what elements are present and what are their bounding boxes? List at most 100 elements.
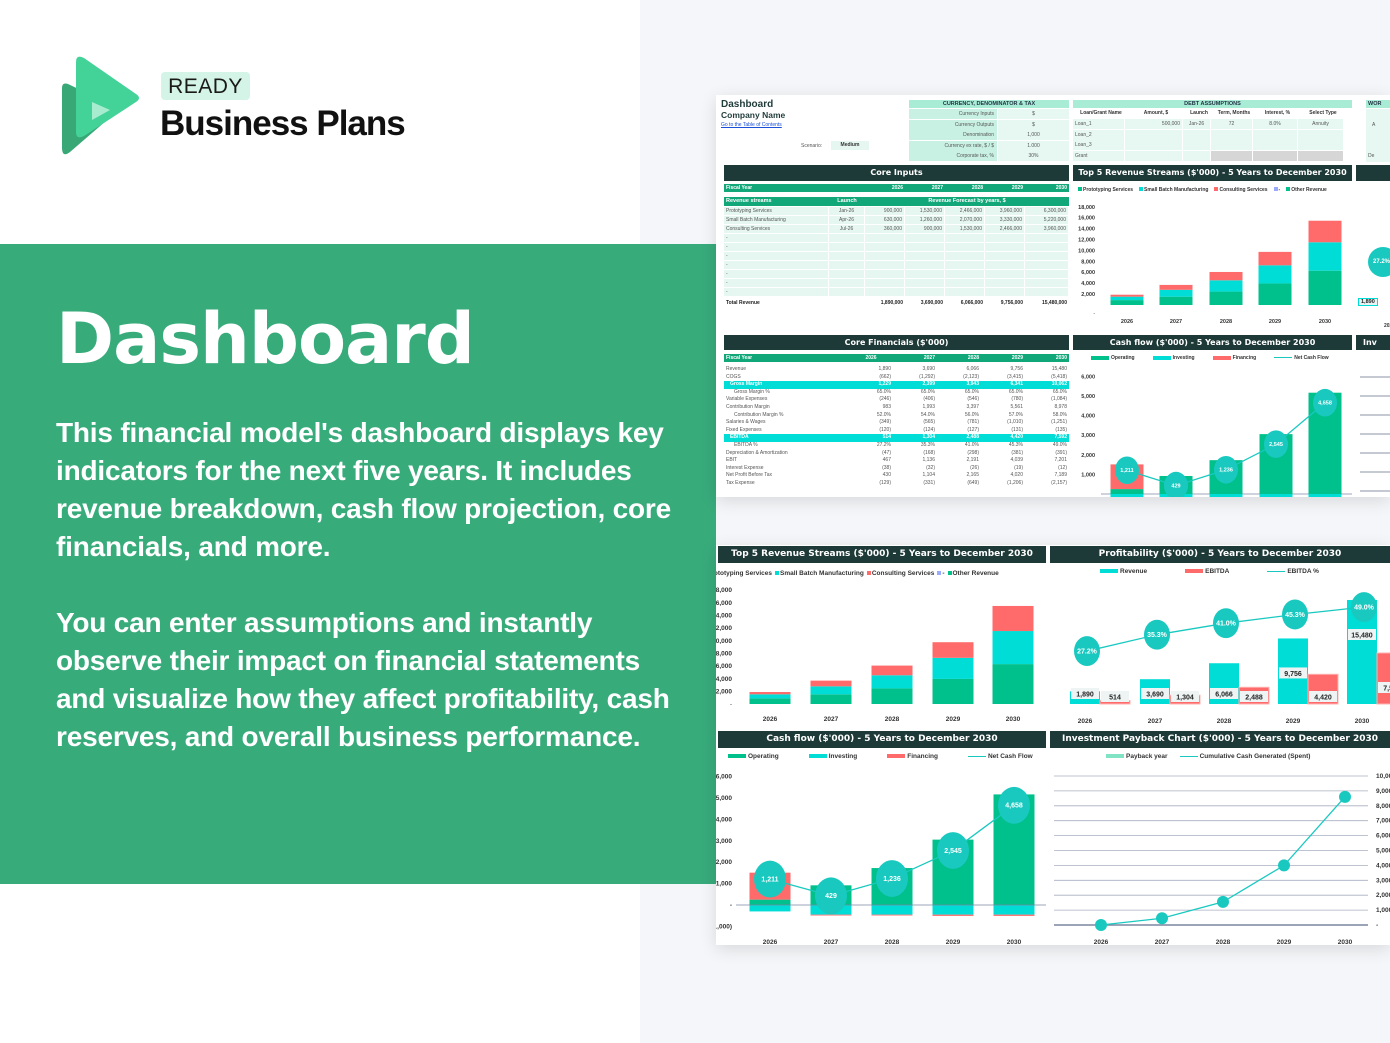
core-inputs-table: Fiscal Year 2026 2027 2028 2029 2030 Revenue s… (724, 184, 1069, 310)
revenue-stream-cell: 2,070,000 (945, 216, 985, 225)
data-point (876, 860, 908, 897)
financials-cell: (2,123) (963, 373, 979, 380)
financials-cell: 9,756 (1010, 366, 1023, 372)
working-capital-header-fragment: WOR (1366, 100, 1390, 108)
legend-label: Financing (1232, 355, 1257, 361)
revenue-stream-cell (1025, 243, 1069, 252)
financials-cell: (1,251) (1051, 419, 1067, 426)
x-tick-label: 2030 (1355, 718, 1370, 725)
data-label: 429 (1171, 483, 1180, 489)
total-revenue-cell: 6,066,000 (960, 300, 983, 306)
data-label: 1,211 (761, 876, 778, 883)
bar-small-batch-manufacturing (992, 631, 1034, 665)
legend-swatch-icon (1185, 569, 1204, 574)
data-point (1156, 912, 1168, 925)
revenue-stream-cell: 2,466,000 (945, 207, 985, 216)
data-label: 1,211 (1120, 468, 1133, 474)
y-tick-label: 16,000 (1078, 216, 1095, 222)
financials-cell: 10,062 (1051, 381, 1067, 388)
bar-consulting-services (1110, 294, 1144, 297)
financials-cell: EBIT (726, 457, 738, 464)
data-label: 1,236 (1219, 468, 1233, 474)
fiscal-year-cell: 2027 (893, 354, 937, 362)
hero-band (0, 244, 716, 884)
financials-cell: 65.0% (1052, 388, 1067, 395)
data-point (1217, 895, 1229, 908)
financials-cell: 467 (882, 457, 891, 464)
legend-item: Operating (728, 753, 779, 760)
y-tick-label: 6,000 (1376, 833, 1390, 840)
payback-gridlines (1360, 376, 1390, 492)
financials-cell: 2,165 (966, 472, 979, 479)
revenue-stream-cell (945, 252, 985, 261)
profitability-chart: 1,890 3,690 6,066 9,756 15,480 514 1,304 2,488 4… (1070, 592, 1390, 725)
bar-prototyping-services (871, 688, 913, 704)
bar-operating (749, 899, 791, 905)
data-point (1095, 919, 1107, 931)
fiscal-year-cell: 2029 (985, 184, 1025, 192)
financials-cell: 983 (882, 404, 891, 410)
currency-table: CURRENCY, DENOMINATOR & TAX Currency Inp… (909, 100, 1069, 162)
data-point (1313, 388, 1337, 417)
scenario-select[interactable]: Medium (831, 141, 869, 150)
bar-consulting-services (871, 665, 913, 676)
data-label-box (1348, 629, 1376, 640)
financials-cell: 1,890 (878, 366, 891, 372)
financials-cell: 3,690 (922, 366, 935, 372)
total-revenue-cell (829, 299, 865, 308)
y-tick-label: 4,000 (1081, 281, 1095, 287)
cashflow-chart: 1,000 2,000 3,000 4,000 5,000 6,000 1,211 429 1,… (1081, 374, 1352, 497)
financials-cell: (127) (967, 426, 979, 433)
x-tick-label: 2029 (1269, 319, 1281, 325)
toc-link[interactable]: Go to the Table of Contents (721, 122, 782, 128)
data-point (1278, 859, 1290, 872)
legend-label: Payback year (1126, 753, 1168, 760)
data-label: 2,545 (944, 848, 962, 855)
y-tick-label: 6,000 (716, 774, 732, 781)
debt-column-header: Loan/Grant Name (1080, 110, 1122, 116)
revenue-stream-cell: 1,260,000 (905, 216, 945, 225)
revenue-stream-cell: 630,000 (865, 216, 905, 225)
x-tick-label: 2028 (885, 939, 900, 945)
revenue-stream-cell (945, 270, 985, 279)
revenue-stream-cell (1025, 288, 1069, 297)
bar-consulting-services (1209, 271, 1243, 281)
revenue-chart: 2,000 4,000 6,000 8,000 10,000 12,000 14,000 16… (716, 587, 1034, 723)
financials-cell: 65.0% (964, 388, 979, 395)
data-label: 6,066 (1215, 692, 1233, 699)
financials-cell: 2,399 (922, 381, 935, 388)
debt-cell (1253, 150, 1297, 161)
y-tick-label: 4,000 (716, 816, 732, 823)
data-point (754, 860, 786, 898)
legend-label: Revenue (1120, 568, 1148, 575)
revenue-stream-cell: 900,000 (905, 225, 945, 234)
fragment-text: A (1372, 122, 1376, 128)
y-tick-label: - (1376, 922, 1378, 929)
financials-cell: EBITDA (730, 434, 749, 441)
financials-cell: Contribution Margin % (734, 411, 784, 418)
payback-header-fragment: Inv (1356, 335, 1390, 350)
currency-row-label: Denomination (909, 130, 997, 140)
revenue-stream-cell (865, 279, 905, 288)
y-tick-label: 5,000 (1376, 848, 1390, 855)
legend-swatch-icon (1100, 569, 1118, 574)
legend-item: Other Revenue (1286, 187, 1327, 193)
legend-label: Consulting Services (871, 570, 935, 577)
data-label: 2,488 (1245, 695, 1263, 702)
debt-column-header: Amount, $ (1143, 110, 1169, 116)
legend-swatch-icon (1106, 754, 1124, 759)
y-tick-label: 14,000 (1078, 227, 1095, 233)
data-point (1214, 455, 1238, 484)
bar-consulting-services (932, 642, 974, 658)
x-tick-label: 2030 (1338, 939, 1353, 945)
legend-item: Investing (808, 753, 857, 760)
x-tick-label: 2026 (1078, 718, 1093, 725)
legend-swatch-icon (1152, 355, 1171, 360)
fiscal-year-cell (829, 184, 865, 192)
x-tick-label: 2029 (1286, 718, 1301, 725)
fiscal-year-cell: 2030 (1025, 184, 1069, 192)
financials-cell: 2,488 (966, 434, 979, 441)
data-label: 27.2% (1077, 648, 1098, 655)
column-header: Revenue Forecast by years, $ (865, 197, 1069, 206)
data-label: 429 (825, 893, 837, 900)
